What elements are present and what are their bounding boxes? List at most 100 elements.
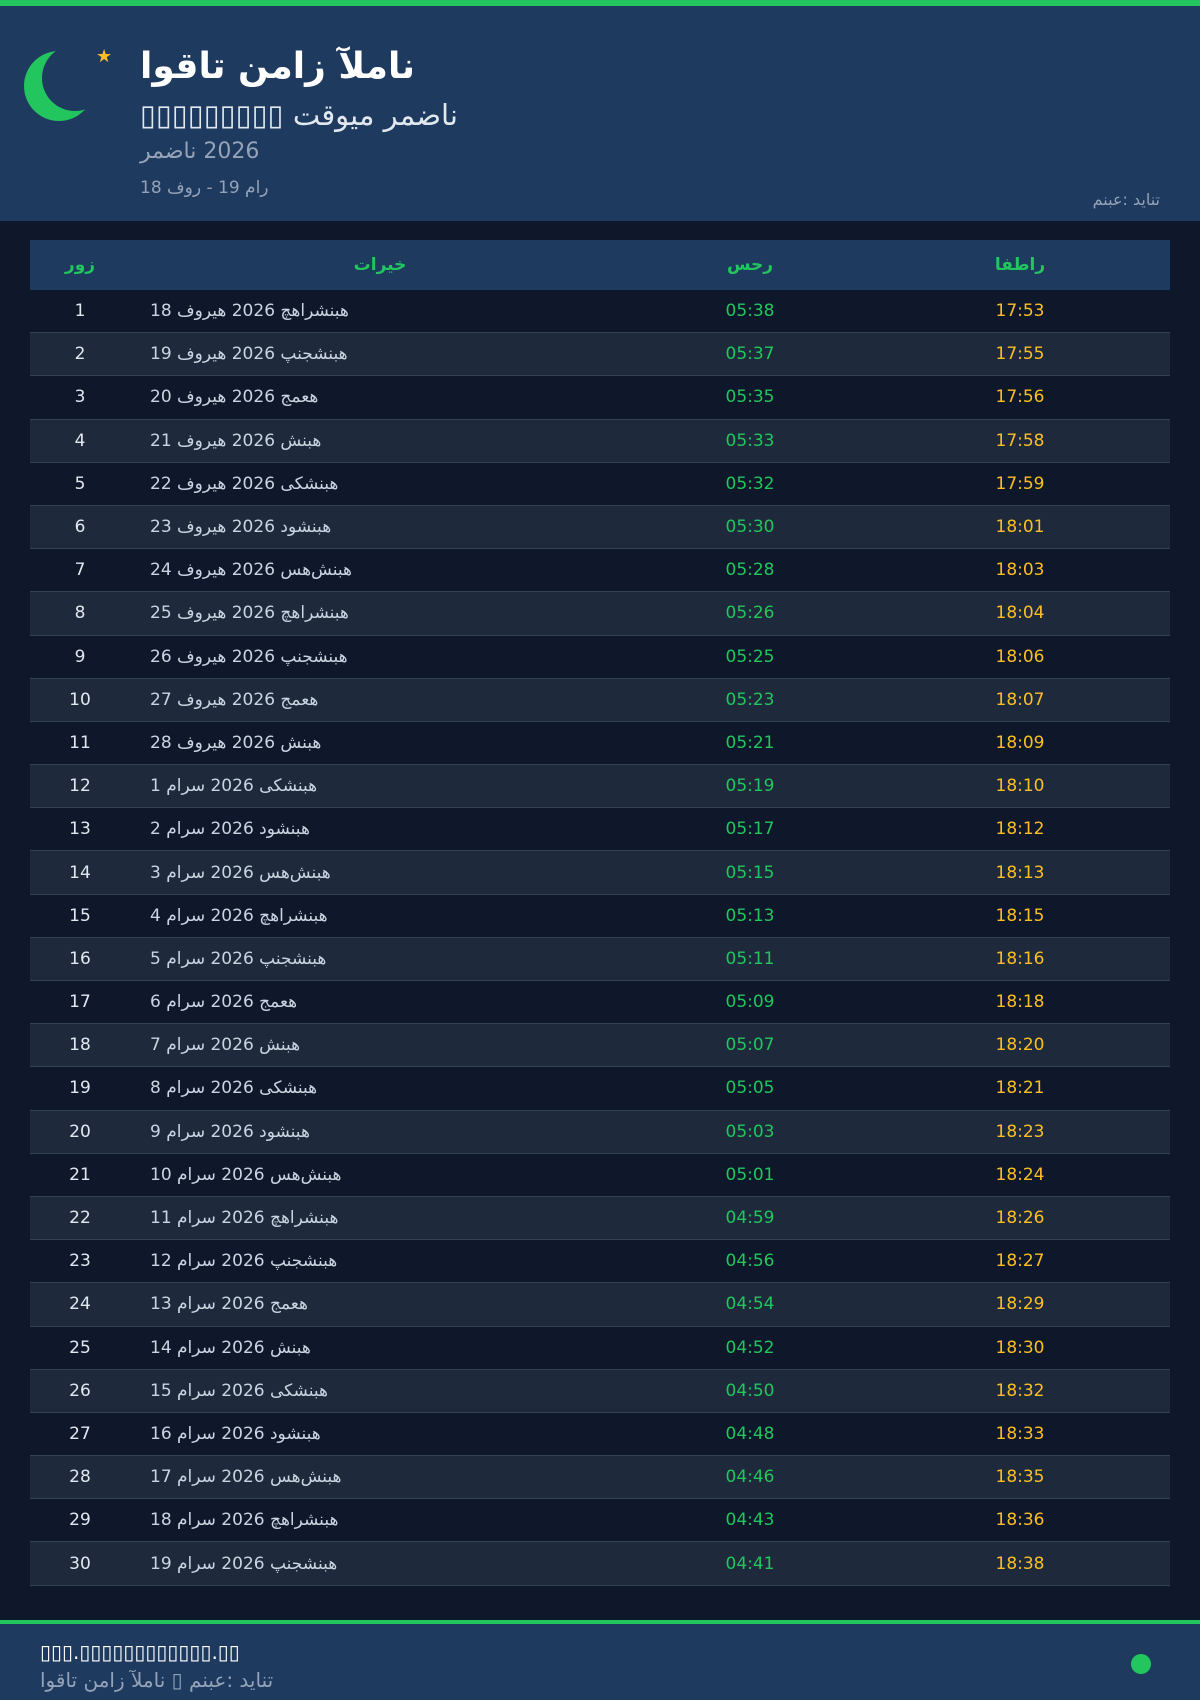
date-cell: 4 مارس 2026 چهارشنبه — [150, 905, 328, 926]
iftar-time: 17:59 — [995, 473, 1045, 494]
day-number: 15 — [69, 905, 91, 926]
sahar-time: 05:23 — [725, 689, 775, 710]
day-number: 2 — [74, 344, 86, 365]
iftar-time: 18:38 — [995, 1553, 1045, 1574]
date-cell: 18 مارس 2026 چهارشنبه — [150, 1510, 339, 1531]
date-cell: 28 فوریه 2026 شنبه — [150, 732, 322, 753]
iftar-time: 18:27 — [995, 1251, 1045, 1272]
date-cell: 14 مارس 2026 شنبه — [150, 1337, 311, 1358]
table-row: 12 1 مارس 2026 یکشنبه 05:19 18:10 — [30, 765, 1170, 809]
iftar-time: 17:58 — [995, 430, 1045, 451]
date-cell: 7 مارس 2026 شنبه — [150, 1035, 301, 1056]
iftar-time: 18:18 — [995, 992, 1045, 1013]
day-number: 6 — [74, 517, 86, 538]
footer-source: اوقات نماز آلمان ▯ منبع: دیانت — [40, 1668, 274, 1692]
table-row: 5 22 فوریه 2026 یکشنبه 05:32 17:59 — [30, 463, 1170, 506]
day-number: 5 — [74, 473, 86, 494]
date-cell: 9 مارس 2026 دوشنبه — [150, 1121, 310, 1142]
table-row: 24 13 مارس 2026 جمعه 04:54 18:29 — [30, 1283, 1170, 1327]
sahar-time: 05:37 — [725, 344, 775, 365]
day-number: 7 — [74, 560, 86, 581]
iftar-time: 18:15 — [995, 905, 1045, 926]
column-header-date: تاریخ — [353, 255, 407, 275]
date-cell: 26 فوریه 2026 پنجشنبه — [150, 646, 348, 667]
day-number: 29 — [69, 1510, 91, 1531]
iftar-time: 18:33 — [995, 1423, 1045, 1444]
sahar-time: 05:17 — [725, 819, 775, 840]
sahar-time: 04:43 — [725, 1510, 775, 1531]
sahar-time: 04:56 — [725, 1251, 775, 1272]
sahar-time: 05:33 — [725, 430, 775, 451]
date-cell: 19 فوریه 2026 پنجشنبه — [150, 344, 348, 365]
day-number: 3 — [74, 387, 86, 408]
crescent-moon-icon — [24, 45, 108, 121]
date-cell: 20 فوریه 2026 جمعه — [150, 387, 319, 408]
day-number: 13 — [69, 819, 91, 840]
sahar-time: 05:30 — [725, 517, 775, 538]
table-row: 16 5 مارس 2026 پنجشنبه 05:11 18:16 — [30, 937, 1170, 981]
day-number: 28 — [69, 1467, 91, 1488]
table-row: 15 4 مارس 2026 چهارشنبه 05:13 18:15 — [30, 895, 1170, 938]
date-cell: 5 مارس 2026 پنجشنبه — [150, 948, 327, 969]
iftar-time: 18:36 — [995, 1510, 1045, 1531]
day-number: 8 — [74, 603, 86, 624]
date-cell: 15 مارس 2026 یکشنبه — [150, 1380, 328, 1401]
table-row: 6 23 فوریه 2026 دوشنبه 05:30 18:01 — [30, 505, 1170, 550]
sahar-time: 05:26 — [725, 603, 775, 624]
footer-website: ▯▯▯.▯▯▯▯▯▯▯▯▯▯▯▯.▯▯ — [40, 1640, 240, 1664]
day-number: 26 — [69, 1380, 91, 1401]
date-cell: 2 مارس 2026 دوشنبه — [150, 819, 310, 840]
table-row: 19 8 مارس 2026 یکشنبه 05:05 18:21 — [30, 1067, 1170, 1111]
sahar-time: 04:48 — [725, 1423, 775, 1444]
sahar-time: 05:35 — [725, 387, 775, 408]
table-row: 7 24 فوریه 2026 سه‌شنبه 05:28 18:03 — [30, 549, 1170, 593]
date-cell: 27 فوریه 2026 جمعه — [150, 689, 319, 710]
date-cell: 24 فوریه 2026 سه‌شنبه — [150, 560, 352, 581]
table-row: 29 18 مارس 2026 چهارشنبه 04:43 18:36 — [30, 1499, 1170, 1543]
iftar-time: 18:06 — [995, 646, 1045, 667]
date-cell: 11 مارس 2026 چهارشنبه — [150, 1208, 339, 1229]
day-number: 14 — [69, 862, 91, 883]
page-subtitle: ▯▯▯▯▯▯▯▯▯ تقویم رمضان — [140, 98, 458, 132]
sahar-time: 05:15 — [725, 862, 775, 883]
prayer-times-table: روز تاریخ سحر افطار 1 18 فوریه 2026 چهارش… — [30, 240, 1170, 1586]
iftar-time: 18:20 — [995, 1035, 1045, 1056]
iftar-time: 17:55 — [995, 344, 1045, 365]
table-row: 26 15 مارس 2026 یکشنبه 04:50 18:32 — [30, 1369, 1170, 1413]
date-range: 18 فور - 19 مار — [140, 178, 269, 198]
date-cell: 13 مارس 2026 جمعه — [150, 1294, 308, 1315]
iftar-time: 18:01 — [995, 517, 1045, 538]
sahar-time: 05:11 — [725, 948, 775, 969]
sahar-time: 05:19 — [725, 776, 775, 797]
iftar-time: 17:53 — [995, 301, 1045, 322]
column-header-sahar: سحر — [726, 255, 774, 275]
date-cell: 10 مارس 2026 سه‌شنبه — [150, 1164, 342, 1185]
table-row: 13 2 مارس 2026 دوشنبه 05:17 18:12 — [30, 808, 1170, 852]
sahar-time: 05:13 — [725, 905, 775, 926]
day-number: 20 — [69, 1121, 91, 1142]
table-row: 25 14 مارس 2026 شنبه 04:52 18:30 — [30, 1327, 1170, 1370]
table-row: 4 21 فوریه 2026 شنبه 05:33 17:58 — [30, 419, 1170, 463]
iftar-time: 18:26 — [995, 1208, 1045, 1229]
table-row: 8 25 فوریه 2026 چهارشنبه 05:26 18:04 — [30, 592, 1170, 636]
sahar-time: 04:59 — [725, 1208, 775, 1229]
table-row: 28 17 مارس 2026 سه‌شنبه 04:46 18:35 — [30, 1456, 1170, 1500]
table-row: 27 16 مارس 2026 دوشنبه 04:48 18:33 — [30, 1413, 1170, 1457]
iftar-time: 18:09 — [995, 732, 1045, 753]
date-cell: 8 مارس 2026 یکشنبه — [150, 1078, 318, 1099]
table-row: 22 11 مارس 2026 چهارشنبه 04:59 18:26 — [30, 1196, 1170, 1241]
sahar-time: 04:46 — [725, 1467, 775, 1488]
table-row: 30 19 مارس 2026 پنجشنبه 04:41 18:38 — [30, 1542, 1170, 1586]
date-cell: 19 مارس 2026 پنجشنبه — [150, 1553, 338, 1574]
date-cell: 18 فوریه 2026 چهارشنبه — [150, 301, 349, 322]
day-number: 19 — [69, 1078, 91, 1099]
iftar-time: 18:29 — [995, 1294, 1045, 1315]
table-row: 3 20 فوریه 2026 جمعه 05:35 17:56 — [30, 376, 1170, 420]
date-cell: 6 مارس 2026 جمعه — [150, 992, 298, 1013]
iftar-time: 17:56 — [995, 387, 1045, 408]
iftar-time: 18:13 — [995, 862, 1045, 883]
sahar-time: 05:09 — [725, 992, 775, 1013]
day-number: 16 — [69, 948, 91, 969]
table-row: 23 12 مارس 2026 پنجشنبه 04:56 18:27 — [30, 1240, 1170, 1284]
day-number: 24 — [69, 1294, 91, 1315]
